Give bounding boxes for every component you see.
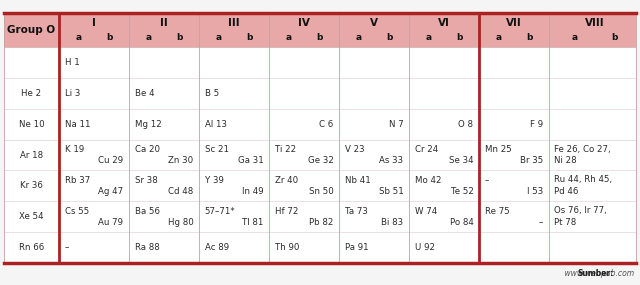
Text: –: – [539, 218, 543, 227]
Text: VI: VI [438, 18, 450, 28]
Text: b: b [106, 33, 113, 42]
Text: a: a [145, 33, 152, 42]
Text: II: II [160, 18, 168, 28]
Text: a: a [76, 33, 82, 42]
Text: Na 11: Na 11 [65, 120, 90, 129]
Bar [4, 13, 636, 47]
Text: –: – [484, 176, 489, 185]
Text: Ra 88: Ra 88 [134, 243, 159, 252]
Text: Ge 32: Ge 32 [308, 156, 333, 165]
Text: Cr 24: Cr 24 [415, 145, 438, 154]
Text: b: b [316, 33, 323, 42]
Text: B 5: B 5 [205, 89, 219, 98]
Text: b: b [246, 33, 253, 42]
Text: Al 13: Al 13 [205, 120, 227, 129]
Text: Group O: Group O [8, 25, 56, 35]
Text: V 23: V 23 [344, 145, 364, 154]
Bar [4, 13, 636, 263]
Text: U 92: U 92 [415, 243, 435, 252]
Text: Th 90: Th 90 [275, 243, 299, 252]
Text: Mg 12: Mg 12 [134, 120, 161, 129]
Text: Mo 42: Mo 42 [415, 176, 441, 185]
Text: N 7: N 7 [388, 120, 403, 129]
Text: Ta 73: Ta 73 [344, 207, 367, 216]
Text: Re 75: Re 75 [484, 207, 509, 216]
Text: Sc 21: Sc 21 [205, 145, 228, 154]
Text: Ga 31: Ga 31 [237, 156, 264, 165]
Text: IV: IV [298, 18, 310, 28]
Text: Hf 72: Hf 72 [275, 207, 298, 216]
Text: Ag 47: Ag 47 [99, 187, 124, 196]
Text: Ba 56: Ba 56 [134, 207, 159, 216]
Text: Sn 50: Sn 50 [308, 187, 333, 196]
Text: Ar 18: Ar 18 [20, 150, 43, 160]
Text: Sumber:: Sumber: [578, 268, 614, 278]
Text: Cd 48: Cd 48 [168, 187, 193, 196]
Text: Sb 51: Sb 51 [379, 187, 403, 196]
Text: I: I [92, 18, 96, 28]
Text: b: b [526, 33, 532, 42]
Text: a: a [572, 33, 577, 42]
Text: Xe 54: Xe 54 [19, 212, 44, 221]
Text: www.webpub.com: www.webpub.com [562, 268, 634, 278]
Text: F 9: F 9 [531, 120, 543, 129]
Text: V: V [370, 18, 378, 28]
Text: W 74: W 74 [415, 207, 437, 216]
Text: Kr 36: Kr 36 [20, 181, 43, 190]
Text: Fe 26, Co 27,
Ni 28: Fe 26, Co 27, Ni 28 [554, 144, 611, 165]
Text: Ca 20: Ca 20 [134, 145, 159, 154]
Text: As 33: As 33 [380, 156, 403, 165]
Text: C 6: C 6 [319, 120, 333, 129]
Text: VII: VII [506, 18, 522, 28]
Text: Be 4: Be 4 [134, 89, 154, 98]
Text: b: b [611, 33, 618, 42]
Text: Os 76, Ir 77,
Pt 78: Os 76, Ir 77, Pt 78 [554, 206, 607, 227]
Text: a: a [216, 33, 221, 42]
Text: a: a [495, 33, 502, 42]
Text: a: a [285, 33, 292, 42]
Text: Ac 89: Ac 89 [205, 243, 228, 252]
Text: Ti 22: Ti 22 [275, 145, 296, 154]
Text: Po 84: Po 84 [449, 218, 474, 227]
Text: In 49: In 49 [242, 187, 264, 196]
Text: Cu 29: Cu 29 [99, 156, 124, 165]
Text: Tl 81: Tl 81 [242, 218, 264, 227]
Text: 57–71*: 57–71* [205, 207, 236, 216]
Text: I 53: I 53 [527, 187, 543, 196]
Text: He 2: He 2 [21, 89, 42, 98]
Text: Y 39: Y 39 [205, 176, 223, 185]
Text: Rn 66: Rn 66 [19, 243, 44, 252]
Text: a: a [426, 33, 431, 42]
Text: Sr 38: Sr 38 [134, 176, 157, 185]
Text: O 8: O 8 [458, 120, 474, 129]
Text: Bi 83: Bi 83 [381, 218, 403, 227]
Text: b: b [386, 33, 392, 42]
Text: Pa 91: Pa 91 [344, 243, 368, 252]
Text: Nb 41: Nb 41 [344, 176, 371, 185]
Text: Rb 37: Rb 37 [65, 176, 90, 185]
Text: –: – [65, 243, 69, 252]
Text: Au 79: Au 79 [99, 218, 124, 227]
Text: H 1: H 1 [65, 58, 79, 67]
Text: Hg 80: Hg 80 [168, 218, 193, 227]
Text: Te 52: Te 52 [451, 187, 474, 196]
Text: Li 3: Li 3 [65, 89, 80, 98]
Text: Ne 10: Ne 10 [19, 120, 44, 129]
Text: Mn 25: Mn 25 [484, 145, 511, 154]
Text: III: III [228, 18, 240, 28]
Text: Cs 55: Cs 55 [65, 207, 89, 216]
Text: b: b [176, 33, 182, 42]
Text: Br 35: Br 35 [520, 156, 543, 165]
Text: Zn 30: Zn 30 [168, 156, 193, 165]
Text: a: a [356, 33, 362, 42]
Text: Zr 40: Zr 40 [275, 176, 298, 185]
Text: K 19: K 19 [65, 145, 84, 154]
Text: Ru 44, Rh 45,
Pd 46: Ru 44, Rh 45, Pd 46 [554, 176, 612, 196]
Text: Pb 82: Pb 82 [309, 218, 333, 227]
Text: Se 34: Se 34 [449, 156, 474, 165]
Text: VIII: VIII [585, 18, 604, 28]
Text: b: b [456, 33, 463, 42]
